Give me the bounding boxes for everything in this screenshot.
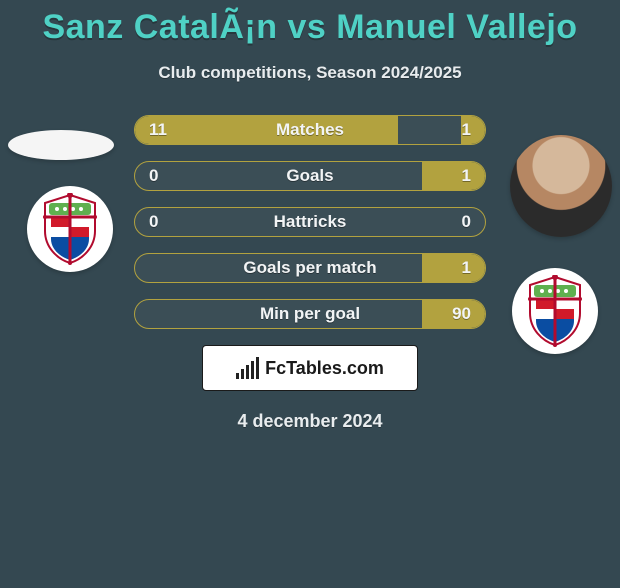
page-title: Sanz CatalÃ¡n vs Manuel Vallejo — [0, 8, 620, 47]
date-label: 4 december 2024 — [0, 411, 620, 432]
stat-row: 00Hattricks — [134, 207, 486, 237]
stat-label: Hattricks — [135, 208, 485, 236]
player-right-avatar — [510, 135, 612, 237]
stat-row: 1Goals per match — [134, 253, 486, 283]
stat-row: 01Goals — [134, 161, 486, 191]
stat-label: Min per goal — [135, 300, 485, 328]
stat-label: Goals — [135, 162, 485, 190]
brand-logo-text: FcTables.com — [265, 358, 384, 379]
bar-chart-icon — [236, 357, 259, 379]
stat-row: 111Matches — [134, 115, 486, 145]
brand-logo: FcTables.com — [202, 345, 418, 391]
player-left-avatar-placeholder — [8, 130, 114, 160]
stat-row: 90Min per goal — [134, 299, 486, 329]
player-right-club-crest — [512, 268, 598, 354]
stat-label: Matches — [135, 116, 485, 144]
stat-label: Goals per match — [135, 254, 485, 282]
subtitle: Club competitions, Season 2024/2025 — [0, 63, 620, 83]
player-left-club-crest — [27, 186, 113, 272]
